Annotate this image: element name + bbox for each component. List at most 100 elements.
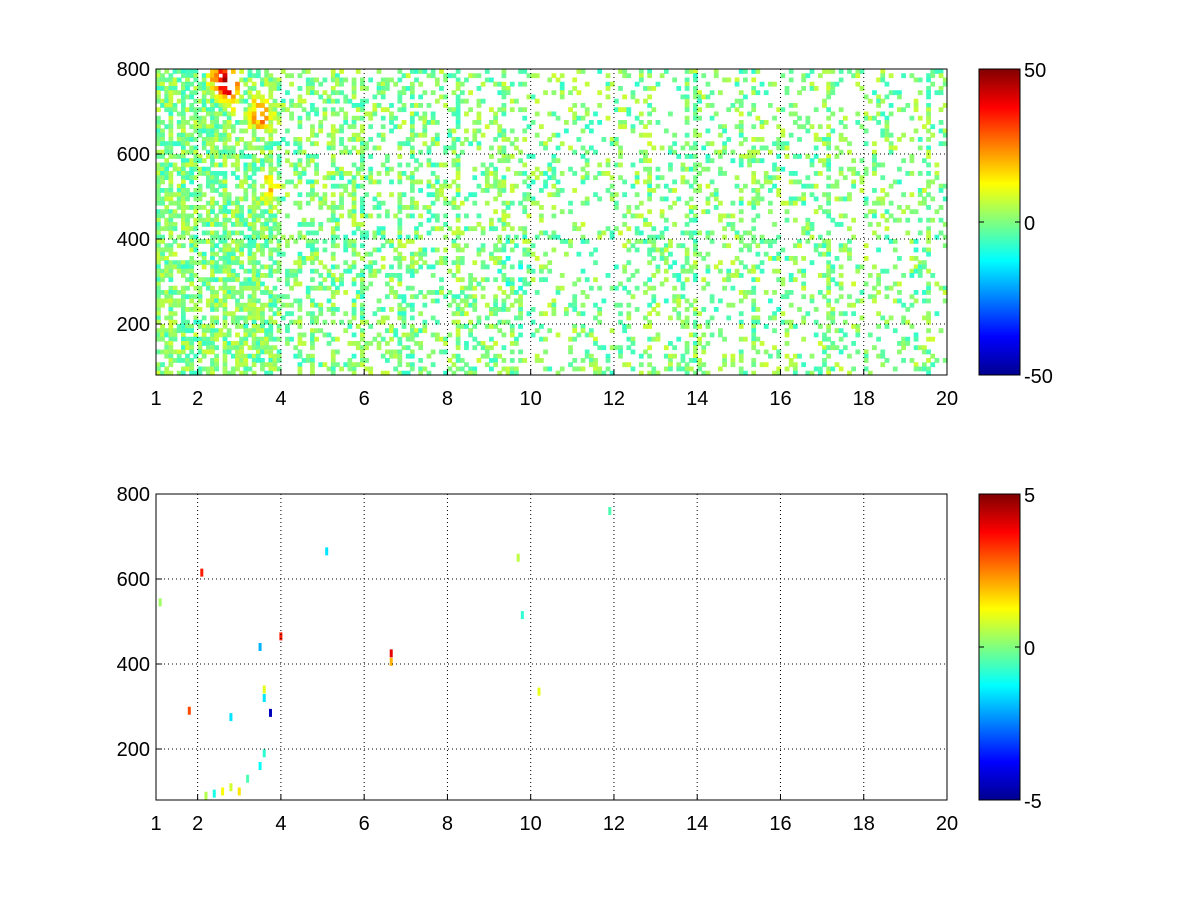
heatmap-cell <box>335 171 340 176</box>
heatmap-cell <box>176 183 182 189</box>
heatmap-cell <box>568 336 573 342</box>
heatmap-cell <box>884 120 890 125</box>
heatmap-cell <box>722 353 727 359</box>
heatmap-cell <box>526 213 532 219</box>
heatmap-cell <box>339 277 344 283</box>
heatmap-cell <box>518 260 523 266</box>
heatmap-cell <box>680 145 686 151</box>
heatmap-cell <box>301 256 307 261</box>
heatmap-cell <box>780 277 786 283</box>
heatmap-cell <box>526 124 532 130</box>
heatmap-cell <box>676 294 682 300</box>
heatmap-cell <box>701 362 707 368</box>
heatmap-cell <box>168 226 174 232</box>
heatmap-cell <box>876 98 881 104</box>
heatmap-cell <box>355 103 361 108</box>
heatmap-cell <box>201 145 207 151</box>
heatmap-cell <box>185 81 190 87</box>
heatmap-cell <box>243 98 249 104</box>
heatmap-cell <box>330 302 336 308</box>
heatmap-cell <box>247 183 253 189</box>
heatmap-cell <box>830 311 836 317</box>
heatmap-cell <box>222 158 228 164</box>
heatmap-cell <box>451 205 457 210</box>
heatmap-cell <box>455 171 461 176</box>
heatmap-cell <box>842 311 848 317</box>
heatmap-cell <box>272 111 278 117</box>
heatmap-cell <box>189 239 195 244</box>
heatmap-cell <box>193 90 199 96</box>
heatmap-cell <box>551 132 557 138</box>
heatmap-cell <box>293 273 299 278</box>
heatmap-cell <box>493 115 498 121</box>
heatmap-cell <box>605 366 611 372</box>
heatmap-cell <box>555 145 561 151</box>
heatmap-cell <box>434 188 440 193</box>
heatmap-cell <box>751 145 757 151</box>
heatmap-cell <box>214 120 220 125</box>
heatmap-cell <box>226 103 232 108</box>
heatmap-cell <box>443 294 449 300</box>
heatmap-cell <box>397 277 403 283</box>
heatmap-cell <box>684 94 690 100</box>
heatmap-cell <box>264 290 269 295</box>
heatmap-cell <box>643 217 648 223</box>
heatmap-cell <box>205 171 211 176</box>
heatmap-cell <box>218 264 224 270</box>
heatmap-cell <box>418 345 424 351</box>
heatmap-cell <box>734 268 740 274</box>
heatmap-cell <box>759 234 765 240</box>
heatmap-cell <box>613 200 619 206</box>
heatmap-cell <box>355 324 361 329</box>
heatmap-cell <box>647 158 653 164</box>
heatmap-cell <box>588 328 594 334</box>
heatmap-cell <box>530 94 536 100</box>
heatmap-cell <box>330 145 336 151</box>
heatmap-point <box>262 749 266 758</box>
heatmap-cell <box>484 315 490 321</box>
heatmap-cell <box>726 243 732 249</box>
heatmap-cell <box>934 90 940 96</box>
heatmap-cell <box>339 124 344 130</box>
heatmap-cell <box>310 239 315 244</box>
heatmap-cell <box>743 137 748 142</box>
heatmap-cell <box>422 294 428 300</box>
heatmap-cell <box>930 124 936 130</box>
heatmap-cell <box>897 217 902 223</box>
heatmap-cell <box>343 183 349 189</box>
heatmap-cell <box>351 366 357 372</box>
heatmap-cell <box>243 302 249 308</box>
heatmap-cell <box>484 264 490 270</box>
heatmap-cell <box>251 128 257 134</box>
heatmap-cell <box>897 205 902 210</box>
heatmap-cell <box>222 175 228 181</box>
heatmap-cell <box>355 149 361 155</box>
heatmap-cell <box>314 285 319 291</box>
heatmap-cell <box>168 324 174 329</box>
heatmap-cell <box>180 98 186 104</box>
heatmap-cell <box>559 188 565 193</box>
heatmap-cell <box>817 370 823 376</box>
heatmap-cell <box>218 277 224 283</box>
heatmap-cell <box>884 324 890 329</box>
heatmap-cell <box>264 217 269 223</box>
heatmap-cell <box>917 77 923 83</box>
heatmap-cell <box>784 328 790 334</box>
heatmap-cell <box>842 124 848 130</box>
heatmap-cell <box>938 205 944 210</box>
heatmap-cell <box>484 302 490 308</box>
heatmap-cell <box>797 137 802 142</box>
heatmap-cell <box>776 349 782 355</box>
heatmap-cell <box>726 222 732 227</box>
heatmap-cell <box>701 370 707 376</box>
heatmap-cell <box>330 311 336 317</box>
heatmap-cell <box>501 217 507 223</box>
heatmap-cell <box>543 311 548 317</box>
heatmap-cell <box>501 366 507 372</box>
heatmap-cell <box>305 290 311 295</box>
heatmap-cell <box>314 230 319 236</box>
heatmap-cell <box>830 69 836 74</box>
heatmap-cell <box>909 302 915 308</box>
heatmap-cell <box>268 166 274 172</box>
heatmap-cell <box>251 145 257 151</box>
